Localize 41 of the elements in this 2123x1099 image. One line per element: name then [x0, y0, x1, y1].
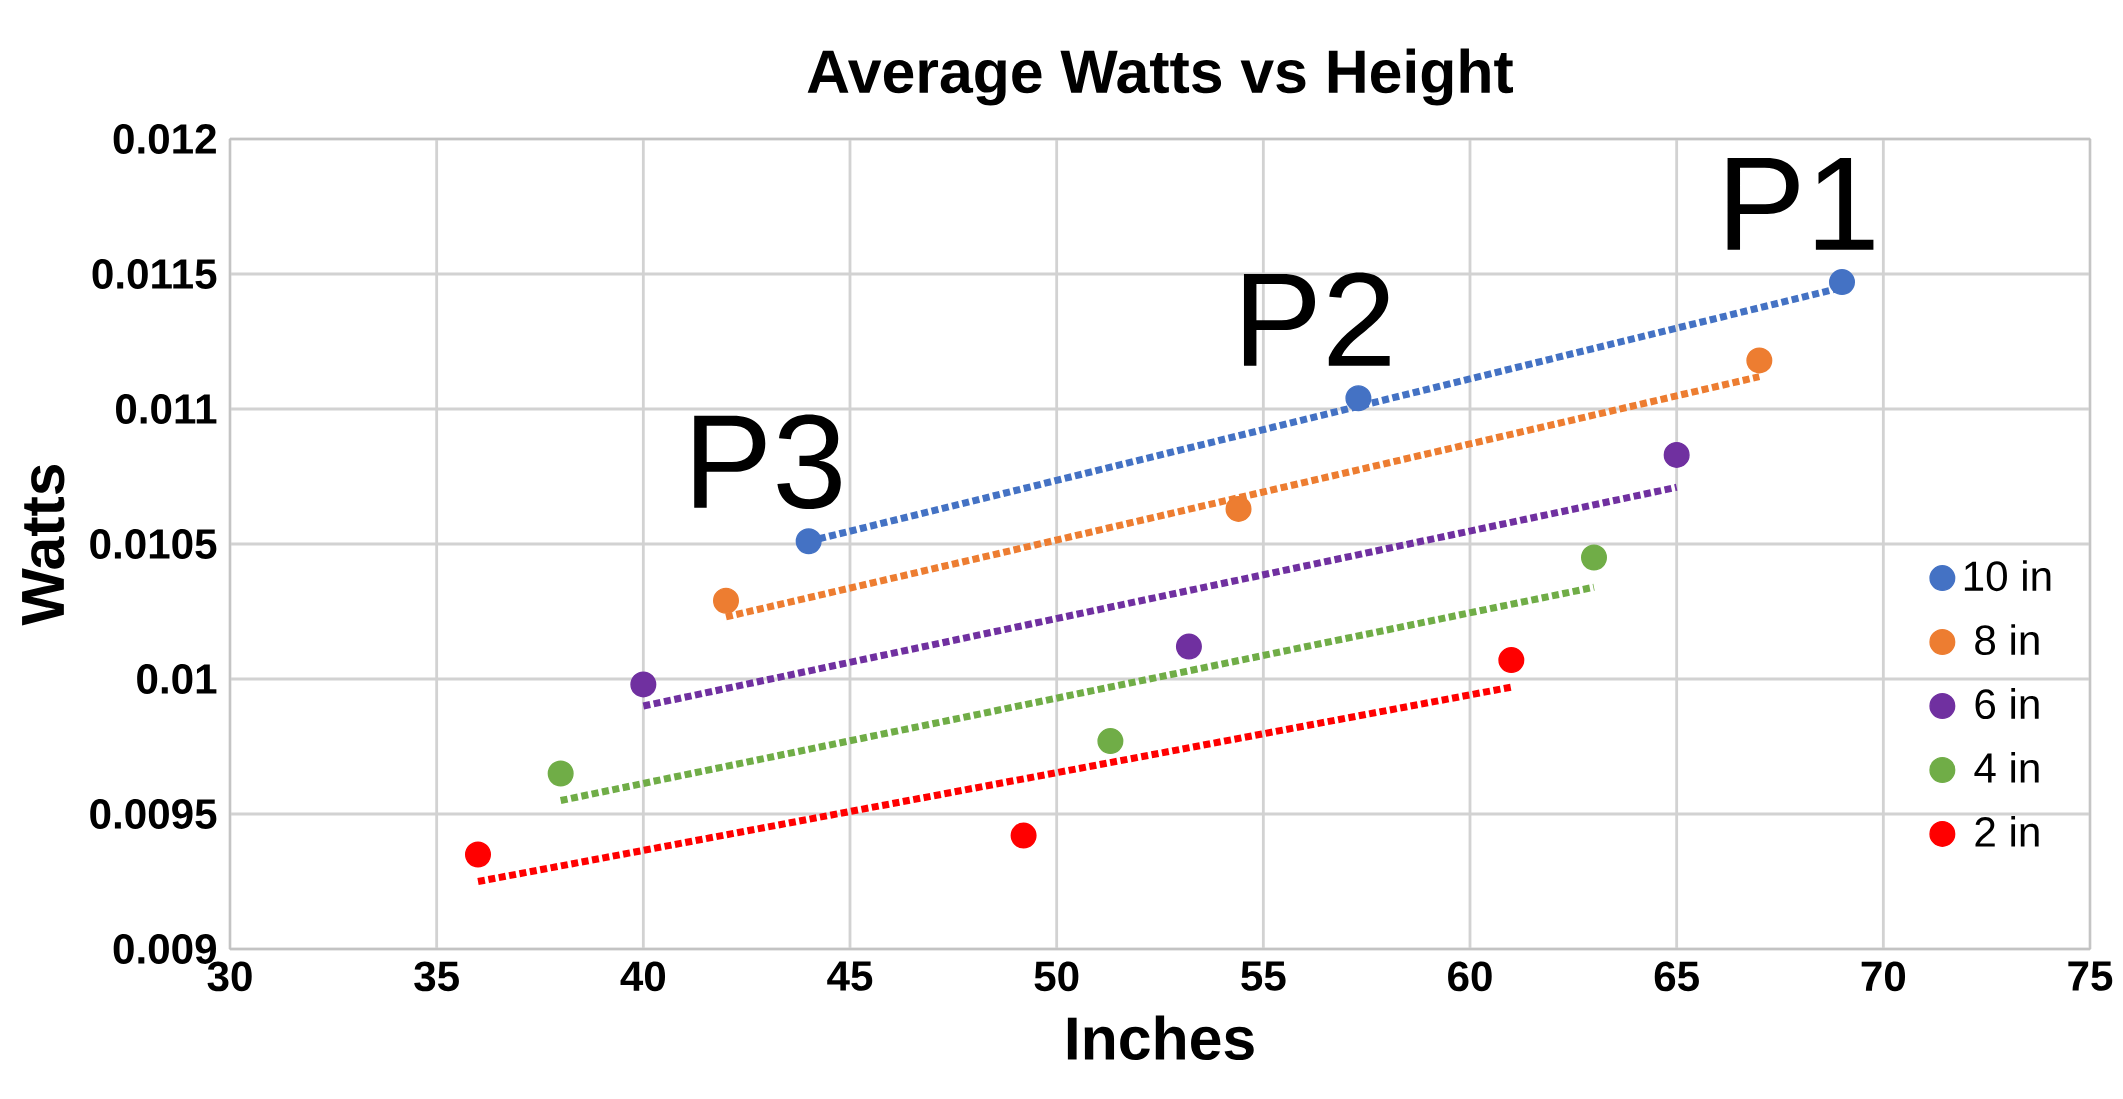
legend-label: 2 in [1975, 816, 2039, 847]
point [1746, 347, 1773, 374]
x-tick-label: 50 [1034, 961, 1079, 992]
annotation: P3 [694, 414, 841, 509]
point [712, 587, 740, 614]
x-tick-label: 35 [414, 961, 459, 992]
annotation: P1 [1727, 157, 1874, 250]
y-tick-label: 0.01 [137, 664, 217, 694]
x-tick-label: 75 [2068, 961, 2113, 991]
x-tick-label: 55 [1241, 961, 1286, 991]
y-axis-title: Watts [22, 464, 65, 626]
point [1097, 728, 1124, 755]
x-tick-label: 40 [620, 961, 666, 992]
x-tick-label: 60 [1448, 961, 1492, 992]
annotation: P2 [1243, 272, 1390, 366]
point [1828, 269, 1856, 296]
y-tick-label: 0.0105 [90, 529, 217, 559]
point [1580, 544, 1608, 571]
x-tick-label: 45 [827, 961, 873, 991]
point [1225, 495, 1252, 522]
point [1010, 822, 1037, 849]
chart-title: Average Watts vs Height [807, 48, 1513, 106]
legend-label: 4 in [1974, 752, 2039, 783]
x-axis-title: Inches [1067, 1015, 1254, 1061]
legend-label: 10 in [1964, 560, 2051, 592]
legend-label: 6 in [1975, 688, 2039, 720]
point [795, 528, 822, 555]
legend-label: 8 in [1975, 624, 2039, 656]
y-tick-label: 0.0115 [92, 259, 217, 289]
point [1345, 385, 1372, 412]
x-tick-label: 65 [1654, 961, 1699, 992]
point [1175, 633, 1202, 660]
y-tick-label: 0.0095 [90, 799, 217, 829]
point [1663, 441, 1690, 468]
point [1498, 647, 1525, 674]
point [547, 760, 574, 787]
x-tick-label: 70 [1861, 961, 1906, 992]
y-tick-label: 0.011 [116, 394, 217, 424]
point [464, 841, 492, 868]
point [630, 671, 657, 698]
y-tick-label: 0.012 [113, 124, 216, 154]
